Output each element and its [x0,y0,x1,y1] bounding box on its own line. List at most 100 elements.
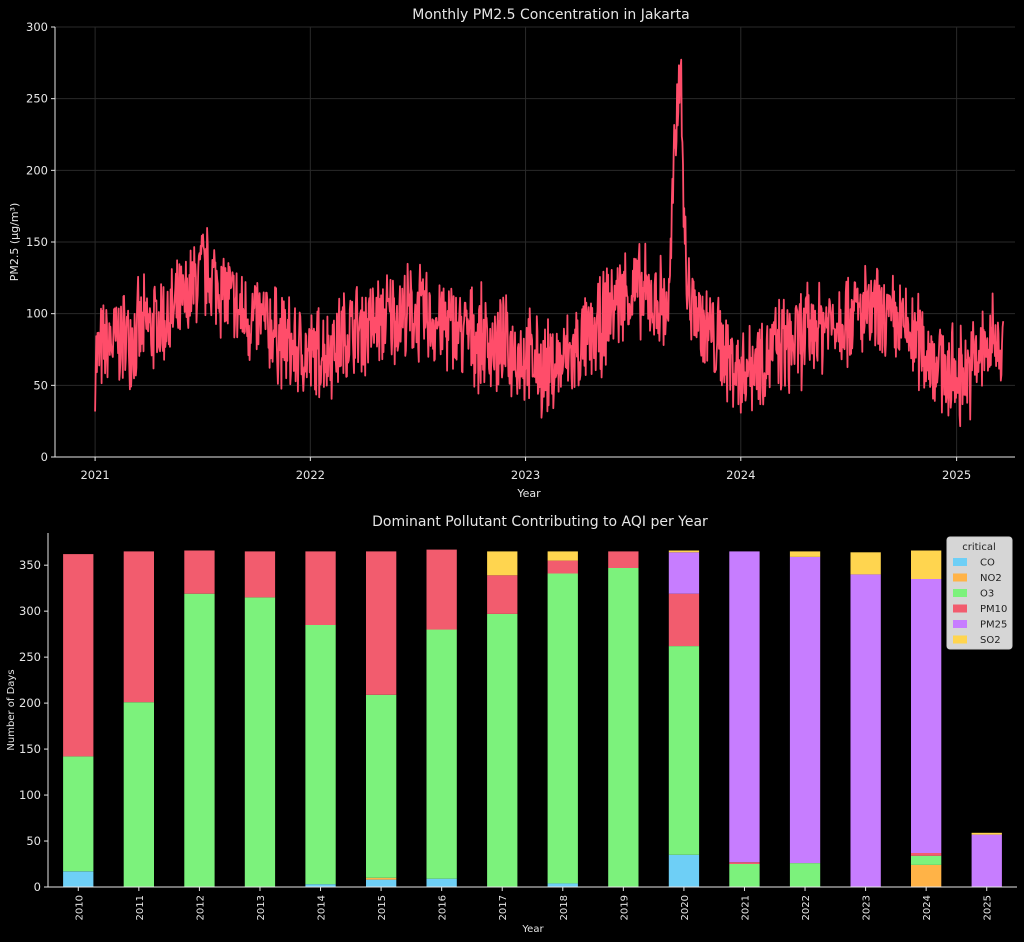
bar-x-tick-label: 2015 [377,895,388,920]
bar-2014-co [305,884,336,887]
bar-chart-x-label: Year [521,924,544,935]
bar-2017-so2 [487,551,518,576]
y-tick-label: 200 [26,163,48,177]
line-chart-y-ticks: 0 50 100 150 200 250 300 [26,20,55,464]
x-tick-label: 2024 [726,468,755,482]
bar-x-tick-label: 2013 [256,895,267,920]
bar-2015-o3 [366,694,397,878]
bar-2019-o3 [608,567,639,887]
bar-2021-pm25 [729,551,760,863]
bar-x-tick-label: 2011 [135,895,146,920]
bar-y-tick-label: 50 [26,834,41,848]
bar-x-tick-label: 2020 [680,895,691,920]
bar-2018-co [547,883,578,887]
legend-swatch-no2 [953,573,967,582]
bar-2022-o3 [789,863,821,887]
bar-y-tick-label: 150 [19,742,41,756]
legend-label-co: CO [980,558,995,569]
pm25-series-line [94,58,1005,428]
pm25-line-chart: Monthly PM2.5 Concentration in Jakarta 0… [8,7,1015,500]
bar-chart-y-ticks: 0 50 100 150 200 250 300 350 [19,558,48,894]
bar-2025-so2 [971,832,1002,835]
bar-2017-pm10 [487,575,518,614]
bar-x-tick-label: 2019 [619,895,630,920]
bar-y-tick-label: 100 [19,788,41,802]
legend-label-no2: NO2 [980,573,1002,584]
pollutant-bar-chart: Dominant Pollutant Contributing to AQI p… [6,514,1017,935]
line-chart-y-label: PM2.5 (µg/m³) [8,203,21,282]
y-tick-label: 300 [26,20,48,34]
line-chart-x-label: Year [516,487,541,500]
bar-2016-co [426,878,457,887]
bar-chart-legend: critical CO NO2 O3 PM10 PM25 SO2 [946,536,1013,650]
y-tick-label: 100 [26,307,48,321]
bar-2010-o3 [63,756,94,872]
bar-2020-so2 [668,550,700,553]
bar-x-tick-label: 2021 [741,895,752,920]
bar-2015-no2 [366,877,397,880]
bar-2013-pm10 [244,551,276,598]
bar-2021-o3 [729,864,760,887]
bar-2018-o3 [547,573,578,884]
bar-chart-axes [47,533,1017,888]
bar-2024-o3 [911,855,942,865]
bar-chart-x-ticks: 2010 2011 2012 2013 2014 2015 2016 2017 2018 2019… [74,887,994,920]
bar-y-tick-label: 250 [19,650,41,664]
y-tick-label: 0 [41,450,48,464]
legend-swatch-pm10 [953,604,967,613]
bar-y-tick-label: 350 [19,558,41,572]
bar-x-tick-label: 2014 [317,895,328,920]
bar-x-tick-label: 2018 [559,895,570,920]
y-tick-label: 250 [26,92,48,106]
x-tick-label: 2021 [80,468,109,482]
legend-swatch-o3 [953,589,967,597]
bar-x-tick-label: 2022 [801,895,812,920]
bar-y-tick-label: 0 [34,880,41,894]
bar-2024-pm10 [911,853,942,856]
bar-2024-so2 [911,550,942,579]
bar-2021-pm10 [729,862,760,864]
legend-title: critical [962,542,996,553]
line-chart-title: Monthly PM2.5 Concentration in Jakarta [412,7,689,23]
bar-x-tick-label: 2025 [983,895,994,920]
bar-2014-o3 [305,624,336,885]
bar-2020-o3 [668,646,700,855]
x-tick-label: 2023 [511,468,540,482]
bar-chart-bars [63,549,1002,887]
bar-2015-pm10 [366,551,397,695]
bar-2024-no2 [911,864,942,887]
bar-2010-pm10 [63,554,94,757]
bar-2025-pm25 [971,834,1002,887]
legend-label-so2: SO2 [980,635,1001,646]
bar-chart-y-label: Number of Days [6,669,17,750]
legend-items: CO NO2 O3 PM10 PM25 SO2 [953,558,1007,646]
bar-2018-so2 [547,551,578,561]
bar-2016-o3 [426,629,457,879]
bar-2024-pm25 [911,579,942,853]
bar-2022-so2 [789,551,821,557]
bar-x-tick-label: 2010 [74,895,85,920]
bar-x-tick-label: 2023 [862,895,873,920]
bar-2020-co [668,854,700,887]
bar-2014-pm10 [305,551,336,625]
bar-2019-pm10 [608,551,639,568]
bar-2020-pm25 [668,552,700,594]
bar-x-tick-label: 2024 [922,895,933,920]
bar-2023-so2 [850,552,881,575]
bar-2023-pm25 [850,574,881,887]
bar-2010-co [63,871,94,887]
bar-2016-pm10 [426,549,457,630]
bar-2012-pm10 [184,550,215,594]
y-tick-label: 150 [26,235,48,249]
bar-chart-title: Dominant Pollutant Contributing to AQI p… [372,514,708,530]
bar-2012-o3 [184,593,215,887]
line-chart-grid [55,26,1015,458]
x-tick-label: 2025 [942,468,971,482]
bar-2013-o3 [244,597,276,887]
bar-2020-pm10 [668,593,700,647]
bar-y-tick-label: 300 [19,604,41,618]
legend-label-pm25: PM25 [980,620,1007,631]
bar-2022-pm25 [789,556,821,864]
bar-x-tick-label: 2017 [498,895,509,920]
